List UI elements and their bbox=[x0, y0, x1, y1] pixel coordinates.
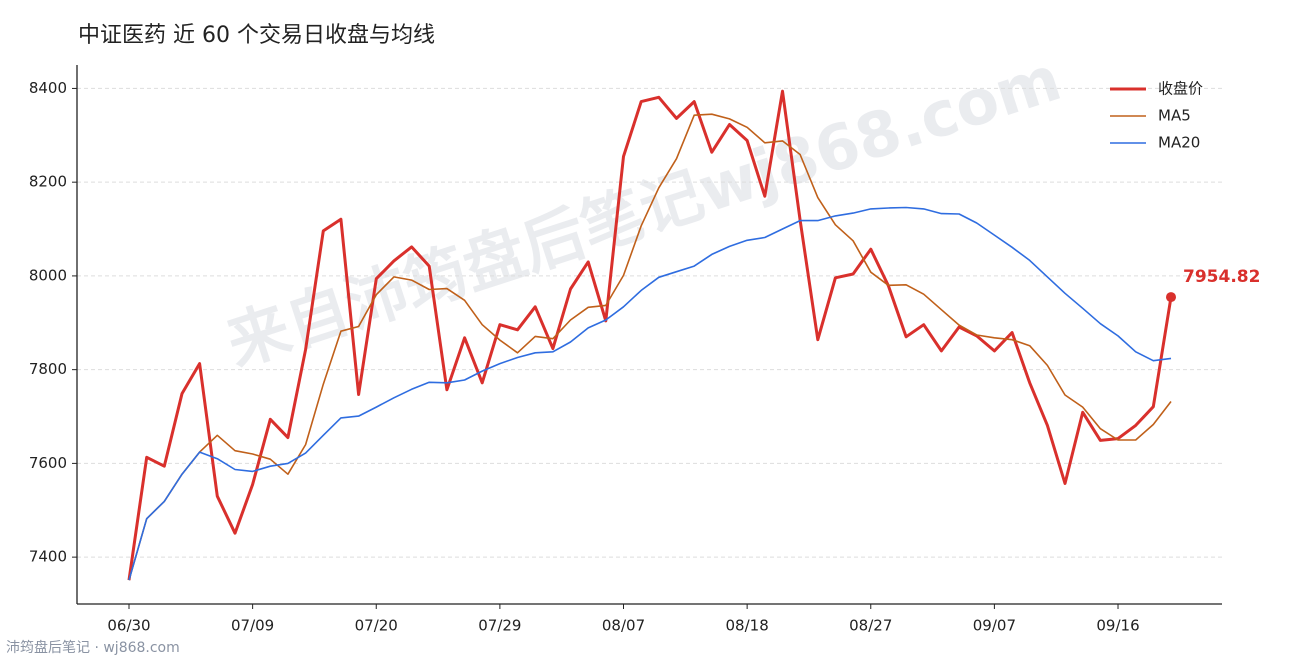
y-tick-label: 8400 bbox=[29, 79, 67, 97]
y-tick-label: 8200 bbox=[29, 173, 67, 191]
x-tick-label: 08/07 bbox=[602, 617, 645, 635]
legend-label: MA5 bbox=[1158, 107, 1191, 125]
footer: 沛筠盘后笔记 · wj868.com bbox=[6, 639, 180, 656]
chart-title: 中证医药 近 60 个交易日收盘与均线 bbox=[78, 23, 435, 48]
end-label: 7954.82 bbox=[1183, 267, 1260, 287]
legend-label: MA20 bbox=[1158, 134, 1200, 152]
y-tick-label: 7400 bbox=[29, 548, 67, 566]
x-tick-label: 08/18 bbox=[726, 617, 769, 635]
x-tick-label: 07/09 bbox=[231, 617, 274, 635]
y-tick-label: 7800 bbox=[29, 360, 67, 378]
series-line bbox=[128, 113, 1172, 581]
y-tick-label: 7600 bbox=[29, 454, 67, 472]
legend-label: 收盘价 bbox=[1158, 80, 1203, 98]
y-tick-label: 8000 bbox=[29, 266, 67, 284]
series-line bbox=[128, 206, 1172, 581]
x-tick-label: 09/16 bbox=[1096, 617, 1139, 635]
x-tick-label: 07/29 bbox=[478, 617, 521, 635]
x-tick-label: 08/27 bbox=[849, 617, 892, 635]
x-tick-label: 07/20 bbox=[355, 617, 398, 635]
series-line bbox=[127, 89, 1173, 581]
x-tick-label: 09/07 bbox=[973, 617, 1016, 635]
x-tick-label: 06/30 bbox=[107, 617, 150, 635]
end-point bbox=[1166, 292, 1176, 303]
